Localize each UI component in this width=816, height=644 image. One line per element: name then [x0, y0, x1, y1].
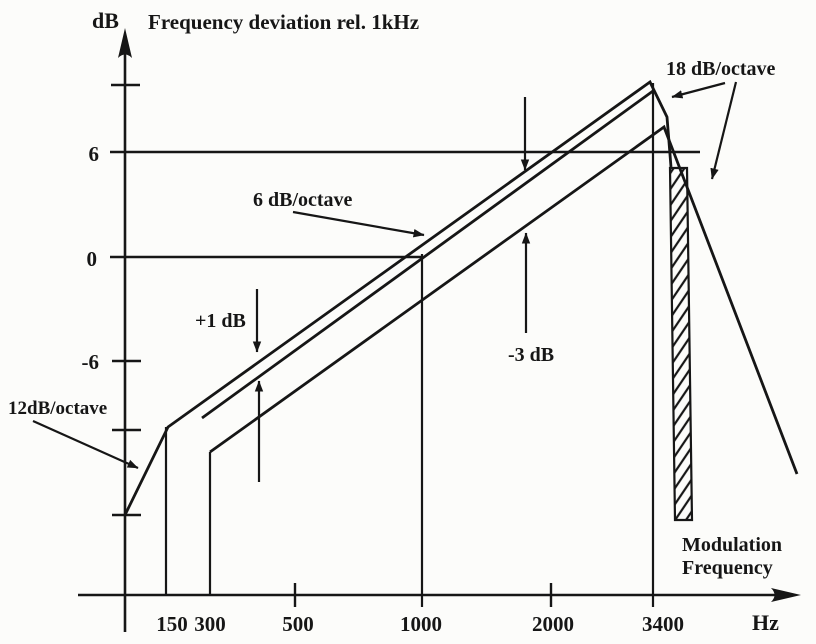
- annotation-frequency: Frequency: [682, 557, 773, 579]
- annotation-modulation: Modulation: [682, 534, 782, 556]
- leader-12db-octave: [32, 419, 139, 470]
- x-axis-unit-label: Hz: [752, 610, 779, 635]
- leader-18db-octave-right: [710, 81, 738, 180]
- curve-nominal: [201, 89, 654, 420]
- leader-18db-octave-left: [671, 81, 726, 99]
- leader-6db-octave: [292, 210, 425, 238]
- x-tick-label-150: 150: [156, 612, 188, 636]
- band-edge-hatch-bar: [668, 166, 694, 522]
- y-axis-unit-label: dB: [92, 8, 119, 33]
- annotation-6db-octave: 6 dB/octave: [253, 189, 353, 211]
- x-tick-label-1000: 1000: [400, 612, 442, 636]
- curve-upper-tolerance: [123, 79, 673, 516]
- x-tick-label-500: 500: [282, 612, 314, 636]
- x-tick-label-2000: 2000: [532, 612, 574, 636]
- chart-title: Frequency deviation rel. 1kHz: [148, 10, 419, 34]
- curve-lower-tolerance: [209, 124, 799, 475]
- y-tick-label-6: 6: [89, 142, 100, 166]
- x-axis-arrowhead-icon: [771, 588, 801, 602]
- y-tick-label-minus6: -6: [82, 350, 100, 374]
- x-tick-label-3400: 3400: [642, 612, 684, 636]
- y-tick-label-0: 0: [87, 247, 98, 271]
- annotation-12db-octave: 12dB/octave: [8, 398, 107, 419]
- annotation-plus-1db: +1 dB: [195, 310, 246, 332]
- annotation-18db-octave: 18 dB/octave: [666, 58, 776, 80]
- annotation-minus-3db: -3 dB: [508, 344, 554, 366]
- y-axis-arrowhead-icon: [118, 28, 132, 58]
- x-tick-label-300: 300: [194, 612, 226, 636]
